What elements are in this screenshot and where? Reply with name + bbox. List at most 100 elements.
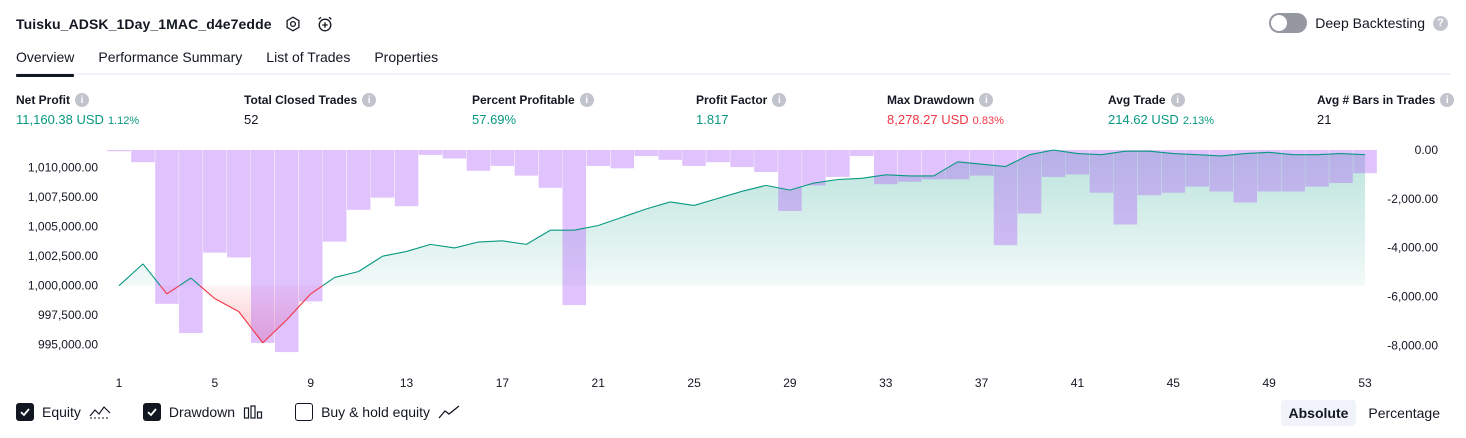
left-tick-label: 1,000,000.00 xyxy=(28,279,98,293)
right-tick-label: -2,000.00 xyxy=(1387,192,1438,206)
metric-label: Total Closed Trades xyxy=(244,93,358,107)
drawdown-bar-22 xyxy=(610,150,634,169)
equity-checkbox[interactable] xyxy=(16,403,34,421)
metric-max-drawdown: Max Drawdown i 8,278.27 USD 0.83% xyxy=(887,93,1004,127)
equity-segment xyxy=(622,208,647,218)
drawdown-bar-36 xyxy=(945,150,970,180)
drawdown-bar-29 xyxy=(778,150,802,211)
drawdown-bar-53 xyxy=(1353,150,1377,174)
equity-label: Equity xyxy=(42,404,81,420)
metric-label: Profit Factor xyxy=(696,93,768,107)
trend-line-icon xyxy=(438,405,460,419)
metric-label: Avg Trade xyxy=(1108,93,1166,107)
drawdown-bar-15 xyxy=(442,150,467,159)
equity-segment xyxy=(190,277,201,287)
left-tick-label: 1,002,500.00 xyxy=(28,249,98,263)
equity-segment xyxy=(454,241,479,249)
drawdown-bar-5 xyxy=(203,150,227,253)
absolute-button[interactable]: Absolute xyxy=(1280,400,1357,426)
drawdown-bar-2 xyxy=(131,150,155,163)
equity-negative-fill xyxy=(119,285,1365,343)
strategy-title: Tuisku_ADSK_1Day_1MAC_d4e7edde xyxy=(16,16,272,32)
drawdown-checkbox[interactable] xyxy=(142,403,161,421)
equity-segment xyxy=(1053,149,1078,155)
drawdown-bar-51 xyxy=(1305,150,1329,187)
equity-segment xyxy=(861,174,886,179)
equity-segment xyxy=(598,216,623,227)
equity-segment xyxy=(286,293,312,321)
buy-hold-toggle[interactable]: Buy & hold equity xyxy=(295,403,460,421)
drawdown-bar-37 xyxy=(969,150,994,176)
x-tick-label: 25 xyxy=(687,376,701,390)
drawdown-bar-4 xyxy=(179,150,203,334)
tab-properties[interactable]: Properties xyxy=(374,49,439,65)
info-icon[interactable]: i xyxy=(1440,93,1455,107)
drawdown-bar-46 xyxy=(1185,150,1209,187)
drawdown-bar-35 xyxy=(922,150,946,180)
drawdown-bar-13 xyxy=(394,150,419,207)
x-tick-label: 1 xyxy=(116,376,123,390)
drawdown-bar-1 xyxy=(107,150,131,152)
drawdown-bar-40 xyxy=(1041,150,1066,177)
equity-segment xyxy=(1173,152,1198,156)
drawdown-bar-24 xyxy=(658,150,682,160)
percentage-button[interactable]: Percentage xyxy=(1368,405,1440,421)
tab-performance-summary[interactable]: Performance Summary xyxy=(98,49,243,65)
equity-toggle[interactable]: Equity xyxy=(16,403,111,421)
equity-segment xyxy=(574,224,599,231)
drawdown-bar-17 xyxy=(490,150,515,166)
equity-drawdown-chart[interactable]: 1,010,000.00 1,007,500.00 1,005,000.00 1,00… xyxy=(0,140,1466,395)
metric-percent: 2.13% xyxy=(1182,115,1215,127)
equity-positive-area xyxy=(119,150,1365,286)
x-tick-label: 17 xyxy=(496,376,510,390)
add-alert-icon[interactable] xyxy=(314,13,336,35)
info-icon[interactable]: i xyxy=(1170,93,1185,107)
drawdown-toggle[interactable]: Drawdown xyxy=(142,403,263,421)
x-tick-label: 33 xyxy=(879,376,893,390)
info-icon[interactable]: i xyxy=(75,93,89,107)
drawdown-bar-8 xyxy=(275,150,299,353)
metric-label: Percent Profitable xyxy=(472,93,575,107)
equity-segment xyxy=(957,161,982,165)
question-icon[interactable]: ? xyxy=(1433,15,1448,31)
drawdown-bar-10 xyxy=(322,150,347,242)
metric-percent: 1.12% xyxy=(107,115,140,127)
drawdown-bar-25 xyxy=(682,150,706,166)
metric-percent: 0.83% xyxy=(972,115,1004,127)
equity-segment xyxy=(813,178,838,184)
bar-chart-icon xyxy=(243,405,263,419)
drawdown-bar-38 xyxy=(993,150,1018,246)
equity-segment xyxy=(179,277,192,287)
tab-list-of-trades[interactable]: List of Trades xyxy=(266,49,351,65)
info-icon[interactable]: i xyxy=(772,93,787,107)
drawdown-bar-7 xyxy=(251,150,275,343)
drawdown-bar-20 xyxy=(562,150,586,306)
left-tick-label: 1,007,500.00 xyxy=(28,190,98,204)
info-icon[interactable]: i xyxy=(362,93,377,107)
deep-backtesting: Deep Backtesting ? xyxy=(1269,13,1448,33)
equity-segment xyxy=(933,161,958,177)
x-tick-label: 13 xyxy=(400,376,414,390)
equity-segment xyxy=(1005,154,1030,168)
drawdown-bar-6 xyxy=(227,150,251,258)
equity-segment xyxy=(670,201,695,206)
drawdown-bar-3 xyxy=(155,150,179,304)
drawdown-bar-44 xyxy=(1137,150,1162,196)
equity-segment xyxy=(981,163,1006,168)
buy-hold-checkbox[interactable] xyxy=(295,403,314,421)
equity-segment xyxy=(885,174,910,177)
metric-value: 11,160.38 USD xyxy=(16,112,104,127)
drawdown-bar-16 xyxy=(466,150,491,171)
equity-segment xyxy=(262,319,288,344)
info-icon[interactable]: i xyxy=(979,93,994,107)
x-tick-label: 29 xyxy=(783,376,797,390)
gear-icon[interactable] xyxy=(282,13,304,35)
info-icon[interactable]: i xyxy=(579,93,594,107)
x-tick-label: 45 xyxy=(1167,376,1181,390)
x-axis: 1 5 9 13 17 21 25 29 33 37 41 45 49 53 xyxy=(116,376,1372,390)
equity-positive-fill xyxy=(119,150,1365,286)
deep-backtesting-toggle[interactable] xyxy=(1269,13,1308,33)
drawdown-bar-27 xyxy=(730,150,754,168)
equity-segment xyxy=(502,240,527,245)
tab-overview[interactable]: Overview xyxy=(16,44,75,77)
